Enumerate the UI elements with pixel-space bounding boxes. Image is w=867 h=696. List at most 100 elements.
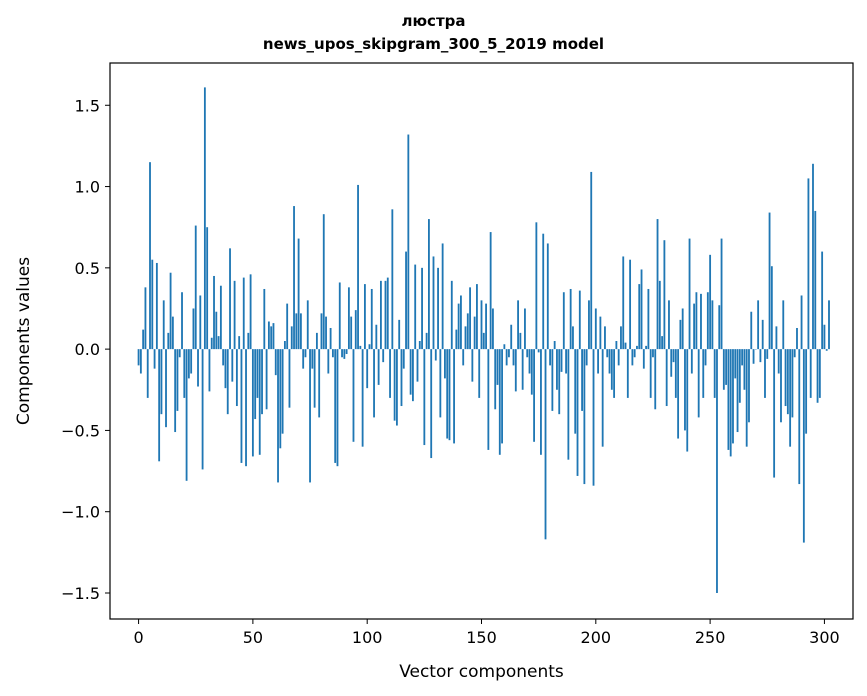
bar: [519, 332, 522, 350]
bar: [764, 349, 766, 398]
bar: [622, 256, 625, 350]
bar: [615, 341, 618, 350]
bar: [647, 288, 650, 350]
bar: [784, 349, 787, 407]
bar: [210, 337, 213, 350]
bar: [242, 277, 245, 350]
bar: [798, 349, 801, 485]
bar: [409, 349, 412, 395]
bar: [503, 344, 506, 350]
bar: [473, 316, 476, 350]
bar: [158, 349, 161, 462]
bar: [510, 324, 513, 350]
bar: [169, 272, 172, 350]
bar: [462, 349, 465, 366]
bar: [556, 349, 558, 390]
bar: [821, 251, 824, 350]
bar: [199, 295, 202, 350]
bar: [599, 316, 602, 350]
x-tick-label: 100: [352, 628, 383, 647]
bar: [825, 349, 828, 351]
bar: [661, 336, 664, 350]
y-tick-label: −1.0: [61, 503, 100, 522]
bar: [729, 349, 732, 457]
bar: [727, 349, 730, 450]
bar: [247, 332, 250, 350]
bar: [658, 280, 661, 350]
bar: [325, 316, 327, 350]
bar: [302, 349, 305, 369]
bar: [402, 349, 405, 369]
bar: [249, 274, 252, 350]
bar: [357, 184, 359, 350]
bar: [448, 349, 451, 441]
bar: [231, 349, 234, 382]
bar: [224, 349, 227, 389]
bar: [702, 349, 705, 398]
bar: [544, 349, 547, 540]
bar: [656, 219, 659, 350]
bar: [304, 349, 307, 358]
bar: [498, 349, 501, 455]
bar: [560, 349, 563, 372]
bar: [796, 327, 798, 350]
y-tick-label: 1.0: [75, 178, 100, 197]
bar: [450, 280, 453, 350]
bar: [501, 349, 503, 444]
bar: [535, 222, 538, 350]
bar: [496, 349, 499, 385]
bar: [576, 349, 579, 476]
bar: [142, 329, 145, 350]
bar: [649, 349, 652, 398]
bar: [620, 326, 622, 350]
bar: [604, 326, 606, 350]
bar: [395, 349, 398, 426]
bar: [601, 349, 604, 447]
bar: [558, 349, 561, 415]
bar: [322, 214, 325, 350]
bar: [748, 349, 750, 423]
x-tick-label: 50: [243, 628, 263, 647]
bar: [290, 326, 293, 350]
bar: [716, 349, 718, 593]
x-tick-label: 0: [133, 628, 143, 647]
y-tick-label: −0.5: [61, 421, 100, 440]
bar: [517, 300, 519, 350]
bar: [638, 284, 641, 350]
bar: [537, 349, 540, 353]
bar: [167, 332, 170, 350]
bar: [213, 275, 215, 350]
y-tick-label: 1.5: [75, 96, 100, 115]
bar: [416, 349, 419, 382]
bar: [393, 349, 396, 421]
bar: [757, 300, 760, 350]
bar: [800, 295, 803, 350]
bar: [734, 349, 737, 379]
bar: [283, 341, 286, 350]
bar: [613, 349, 616, 398]
bar: [802, 349, 805, 543]
bar: [672, 349, 675, 363]
bar: [750, 311, 753, 350]
bar: [174, 349, 177, 433]
bar: [606, 349, 609, 358]
bar: [160, 349, 163, 415]
bar: [251, 349, 254, 457]
bar: [162, 300, 165, 350]
bar: [695, 292, 698, 350]
bar: [215, 311, 218, 350]
bar: [423, 349, 426, 446]
bar: [780, 349, 782, 423]
bar: [233, 280, 236, 350]
bar: [487, 349, 490, 450]
bar: [494, 349, 497, 410]
bar: [151, 259, 154, 350]
bar: [277, 349, 279, 483]
bar: [805, 349, 808, 434]
bar: [663, 240, 666, 350]
bar: [478, 349, 481, 398]
bar: [146, 349, 149, 398]
bar: [508, 349, 510, 358]
bar: [626, 349, 629, 398]
bar: [165, 349, 167, 428]
